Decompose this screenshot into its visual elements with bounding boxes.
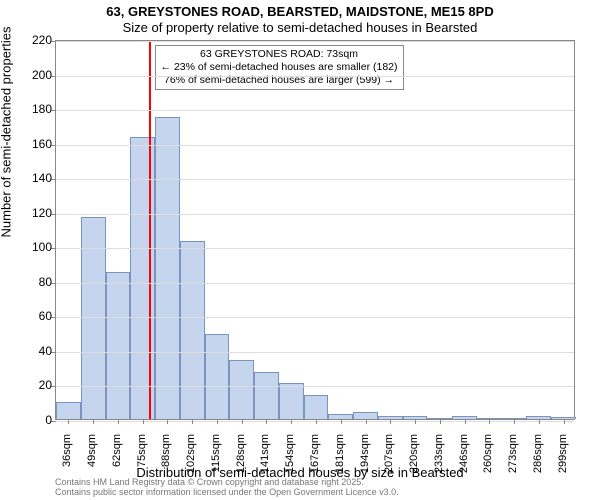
ytick-label: 60 xyxy=(12,309,52,323)
xtick-mark xyxy=(118,419,119,424)
gridline xyxy=(56,214,574,215)
xtick-mark xyxy=(291,419,292,424)
gridline xyxy=(56,386,574,387)
gridline xyxy=(56,352,574,353)
xtick-mark xyxy=(564,419,565,424)
xtick-label: 102sqm xyxy=(185,434,197,484)
chart-container: 63, GREYSTONES ROAD, BEARSTED, MAIDSTONE… xyxy=(0,0,600,500)
chart-title-line2: Size of property relative to semi-detach… xyxy=(0,20,600,35)
histogram-bar xyxy=(229,360,254,419)
xtick-mark xyxy=(514,419,515,424)
annotation-box: 63 GREYSTONES ROAD: 73sqm ← 23% of semi-… xyxy=(155,45,404,90)
gridline xyxy=(56,248,574,249)
xtick-mark xyxy=(366,419,367,424)
ytick-label: 140 xyxy=(12,171,52,185)
histogram-bar xyxy=(106,272,131,419)
xtick-mark xyxy=(390,419,391,424)
ytick-label: 160 xyxy=(12,137,52,151)
histogram-bar xyxy=(304,395,329,419)
xtick-mark xyxy=(242,419,243,424)
histogram-bar xyxy=(56,402,81,419)
histogram-bar xyxy=(155,117,180,419)
xtick-label: 220sqm xyxy=(408,434,420,484)
xtick-mark xyxy=(440,419,441,424)
xtick-label: 62sqm xyxy=(111,434,123,484)
histogram-bar xyxy=(180,241,205,419)
xtick-mark xyxy=(415,419,416,424)
marker-line xyxy=(149,41,151,419)
xtick-label: 233sqm xyxy=(433,434,445,484)
xtick-label: 36sqm xyxy=(61,434,73,484)
xtick-label: 154sqm xyxy=(284,434,296,484)
annotation-line2: ← 23% of semi-detached houses are smalle… xyxy=(161,61,398,74)
ytick-label: 100 xyxy=(12,240,52,254)
ytick-label: 20 xyxy=(12,378,52,392)
histogram-bar xyxy=(279,383,304,419)
xtick-mark xyxy=(341,419,342,424)
xtick-mark xyxy=(93,419,94,424)
footer-line2: Contains public sector information licen… xyxy=(55,488,399,498)
ytick-label: 80 xyxy=(12,275,52,289)
plot-area: 63 GREYSTONES ROAD: 73sqm ← 23% of semi-… xyxy=(55,40,575,420)
xtick-mark xyxy=(192,419,193,424)
xtick-mark xyxy=(316,419,317,424)
xtick-label: 299sqm xyxy=(557,434,569,484)
gridline xyxy=(56,145,574,146)
gridline xyxy=(56,179,574,180)
xtick-label: 75sqm xyxy=(136,434,148,484)
ytick-label: 0 xyxy=(12,413,52,427)
xtick-label: 167sqm xyxy=(309,434,321,484)
xtick-label: 141sqm xyxy=(259,434,271,484)
xtick-mark xyxy=(539,419,540,424)
footer-attribution: Contains HM Land Registry data © Crown c… xyxy=(55,478,399,498)
xtick-label: 246sqm xyxy=(458,434,470,484)
xtick-label: 260sqm xyxy=(482,434,494,484)
xtick-mark xyxy=(266,419,267,424)
annotation-line1: 63 GREYSTONES ROAD: 73sqm xyxy=(161,48,398,61)
xtick-mark xyxy=(68,419,69,424)
histogram-bar xyxy=(353,412,378,419)
gridline xyxy=(56,283,574,284)
ytick-label: 200 xyxy=(12,68,52,82)
histogram-bar xyxy=(205,334,230,419)
xtick-label: 181sqm xyxy=(334,434,346,484)
gridline xyxy=(56,41,574,42)
ytick-label: 220 xyxy=(12,33,52,47)
gridline xyxy=(56,110,574,111)
xtick-mark xyxy=(465,419,466,424)
xtick-mark xyxy=(167,419,168,424)
xtick-label: 128sqm xyxy=(235,434,247,484)
ytick-label: 120 xyxy=(12,206,52,220)
xtick-mark xyxy=(143,419,144,424)
xtick-label: 273sqm xyxy=(507,434,519,484)
gridline xyxy=(56,317,574,318)
xtick-label: 115sqm xyxy=(210,434,222,484)
gridline xyxy=(56,76,574,77)
xtick-label: 88sqm xyxy=(160,434,172,484)
xtick-label: 286sqm xyxy=(532,434,544,484)
gridline xyxy=(56,421,574,422)
xtick-label: 49sqm xyxy=(86,434,98,484)
xtick-mark xyxy=(217,419,218,424)
ytick-label: 40 xyxy=(12,344,52,358)
xtick-mark xyxy=(489,419,490,424)
xtick-label: 194sqm xyxy=(359,434,371,484)
xtick-label: 207sqm xyxy=(383,434,395,484)
chart-title-line1: 63, GREYSTONES ROAD, BEARSTED, MAIDSTONE… xyxy=(0,4,600,19)
ytick-label: 180 xyxy=(12,102,52,116)
histogram-bar xyxy=(254,372,279,419)
